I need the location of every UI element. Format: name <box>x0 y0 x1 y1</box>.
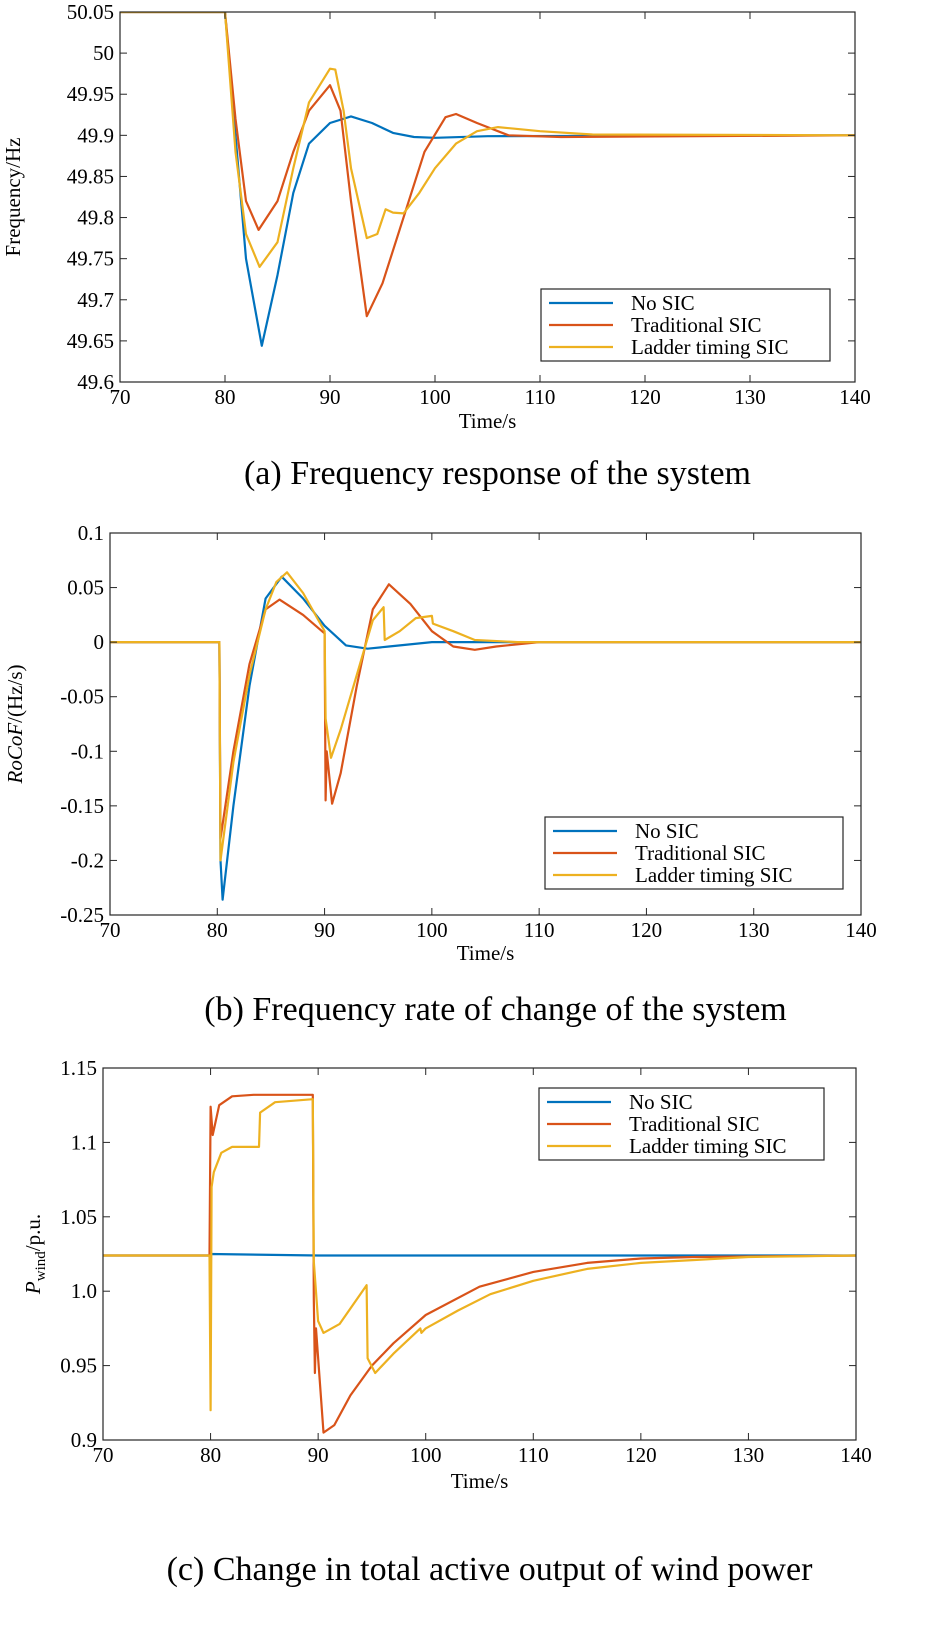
x-tick-label: 120 <box>631 918 663 942</box>
y-axis-label: Frequency/Hz <box>1 138 25 257</box>
panel-rocof: 70 80 90 100 110 120 130 140 -0.25 -0.2 -0.15 -0.1 -… <box>3 521 877 1028</box>
x-tick-label: 110 <box>518 1443 549 1467</box>
x-tick-label: 130 <box>734 385 766 409</box>
x-tick-label: 70 <box>100 918 121 942</box>
y-tick-label: 50.05 <box>67 0 114 24</box>
series-line-traditional-sic <box>120 12 855 318</box>
y-tick-label: 0.9 <box>71 1428 97 1452</box>
y-tick-label: -0.2 <box>71 848 104 872</box>
series-line-traditional-sic <box>110 583 861 840</box>
legend-label: Ladder timing SIC <box>631 335 788 359</box>
figure-caption: (c) Change in total active output of win… <box>167 1551 813 1588</box>
x-tick-label: 70 <box>93 1443 114 1467</box>
x-tick-label: 100 <box>419 385 451 409</box>
legend-label: Traditional SIC <box>631 313 762 337</box>
y-tick-label: 0.05 <box>67 576 104 600</box>
y-label-unit: /(Hz/s) <box>3 665 27 723</box>
y-tick-label: 1.0 <box>71 1279 97 1303</box>
y-tick-label: -0.25 <box>60 903 104 927</box>
x-tick-label: 80 <box>200 1443 221 1467</box>
x-tick-label: 110 <box>525 385 556 409</box>
x-tick-label: 100 <box>410 1443 442 1467</box>
y-tick-label: 49.75 <box>67 247 114 271</box>
y-label-sub: wind <box>33 1251 49 1282</box>
y-tick-label: 49.7 <box>77 288 114 312</box>
y-tick-label: 49.85 <box>67 164 114 188</box>
figure-caption: (b) Frequency rate of change of the syst… <box>204 991 787 1028</box>
x-tick-label: 120 <box>625 1443 657 1467</box>
legend-label: No SIC <box>629 1090 693 1114</box>
x-tick-label: 100 <box>416 918 448 942</box>
y-axis-label: Pwind/p.u. <box>21 1214 49 1295</box>
series-line-ladder-timing-sic <box>103 1098 856 1412</box>
y-tick-label: 49.95 <box>67 82 114 106</box>
axes-box <box>102 1067 857 1441</box>
axes-box <box>109 532 862 916</box>
plot-lines <box>103 1093 856 1434</box>
plot-lines <box>110 571 861 901</box>
panel-frequency-response: 70 80 90 100 110 120 130 140 49.6 49.65 49.7 49.75 4… <box>1 0 871 492</box>
legend-label: Ladder timing SIC <box>635 863 792 887</box>
x-tick-label: 90 <box>308 1443 329 1467</box>
y-tick-label: 49.65 <box>67 329 114 353</box>
x-axis-label: Time/s <box>459 409 517 433</box>
series-line-traditional-sic <box>103 1093 856 1434</box>
x-tick-label: 110 <box>524 918 555 942</box>
y-tick-label: 0.1 <box>78 521 104 545</box>
y-label-main: P <box>21 1281 45 1295</box>
series-line-no-sic <box>103 1252 856 1257</box>
x-tick-label: 80 <box>215 385 236 409</box>
x-tick-label: 140 <box>839 385 871 409</box>
x-tick-label: 140 <box>845 918 877 942</box>
y-tick-label: 49.8 <box>77 206 114 230</box>
legend-label: No SIC <box>635 819 699 843</box>
y-tick-label: 0.95 <box>60 1354 97 1378</box>
x-tick-label: 90 <box>314 918 335 942</box>
y-tick-label: 1.05 <box>60 1205 97 1229</box>
legend-label: Traditional SIC <box>629 1112 760 1136</box>
x-axis-label: Time/s <box>451 1469 509 1493</box>
y-tick-label: 1.1 <box>71 1130 97 1154</box>
y-tick-label: 49.9 <box>77 123 114 147</box>
x-tick-label: 130 <box>738 918 770 942</box>
x-axis-label: Time/s <box>457 941 515 965</box>
y-tick-label: -0.15 <box>60 794 104 818</box>
y-tick-label: -0.05 <box>60 685 104 709</box>
y-axis-label: RoCoF/(Hz/s) <box>3 665 27 785</box>
y-label-main: RoCoF <box>3 723 27 785</box>
plot-lines <box>120 12 855 347</box>
y-tick-label: -0.1 <box>71 739 104 763</box>
y-label-unit: /p.u. <box>21 1214 45 1251</box>
x-tick-label: 140 <box>840 1443 872 1467</box>
x-tick-label: 70 <box>110 385 131 409</box>
y-tick-label: 0 <box>94 630 105 654</box>
x-tick-label: 90 <box>320 385 341 409</box>
legend-label: Ladder timing SIC <box>629 1134 786 1158</box>
x-tick-label: 80 <box>207 918 228 942</box>
y-tick-label: 1.15 <box>60 1056 97 1080</box>
y-tick-label: 49.6 <box>77 370 114 394</box>
legend-label: No SIC <box>631 291 695 315</box>
x-tick-label: 130 <box>733 1443 765 1467</box>
figure-caption: (a) Frequency response of the system <box>244 455 751 492</box>
legend-label: Traditional SIC <box>635 841 766 865</box>
series-line-ladder-timing-sic <box>120 12 855 268</box>
y-tick-label: 50 <box>93 41 114 65</box>
axes-box <box>119 11 856 383</box>
x-tick-label: 120 <box>629 385 661 409</box>
series-line-ladder-timing-sic <box>110 571 861 862</box>
panel-wind-power: 70 80 90 100 110 120 130 140 0.9 0.95 1.0 1.05 1.1 1.… <box>21 1056 872 1588</box>
